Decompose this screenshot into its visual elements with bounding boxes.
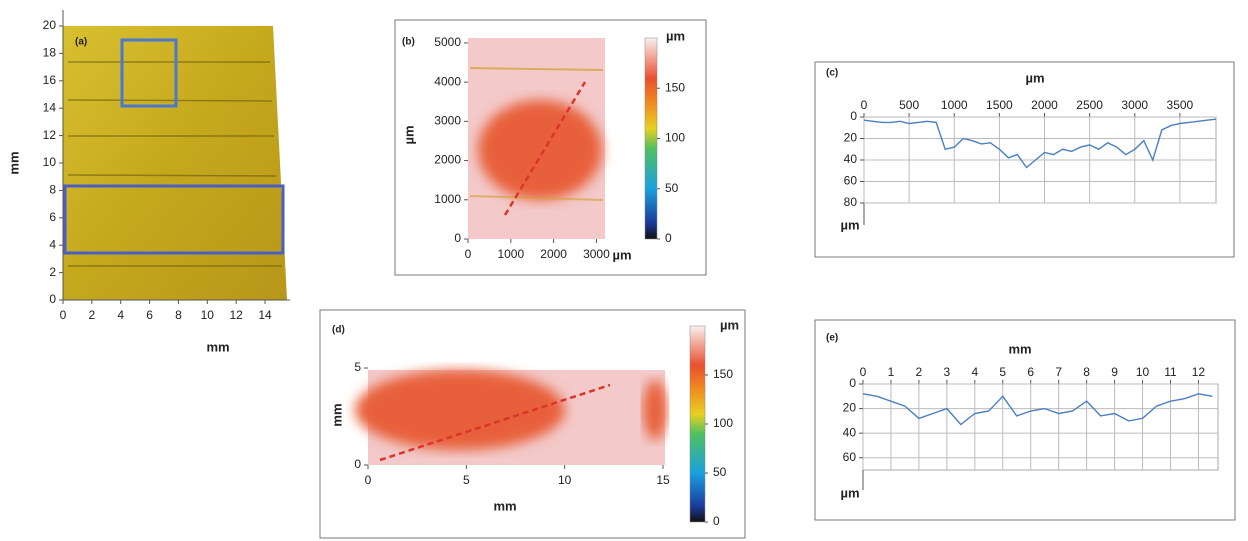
x-tick-label: 2: [89, 308, 96, 322]
y-axis-title: µm: [401, 125, 416, 144]
y-tick-label: 60: [843, 450, 857, 464]
x-tick-label: 3500: [1167, 98, 1194, 112]
y-axis-title: mm: [6, 151, 21, 174]
y-tick-label: 4000: [434, 74, 461, 88]
colorbar-tick-label: 50: [713, 465, 727, 479]
x-tick-label: 3: [944, 365, 951, 379]
x-tick-label: 4: [117, 308, 124, 322]
colorbar-title: µm: [666, 28, 685, 43]
x-tick-label: 12: [1192, 365, 1206, 379]
x-tick-label: 1000: [497, 247, 524, 261]
y-axis-title: mm: [329, 403, 344, 426]
y-tick-label: 6: [49, 210, 56, 224]
x-tick-label: 3000: [1121, 98, 1148, 112]
x-tick-label: 0: [465, 247, 472, 261]
colorbar-tick-label: 50: [665, 181, 679, 195]
heatmap-b: [394, 19, 707, 276]
y-tick-label: 80: [844, 195, 858, 209]
x-tick-label: 1000: [941, 98, 968, 112]
y-tick-label: 40: [843, 425, 857, 439]
y-tick-label: 0: [354, 457, 361, 471]
x-tick-label: 9: [1111, 365, 1118, 379]
x-tick-label: 10: [201, 308, 215, 322]
y-tick-label: 2000: [434, 153, 461, 167]
x-tick-label: 2000: [540, 247, 567, 261]
heatmap-d: [319, 309, 746, 539]
x-axis-title: mm: [206, 339, 229, 354]
y-tick-label: 16: [43, 73, 57, 87]
colorbar-tick-label: 0: [665, 231, 672, 245]
x-tick-label: 10: [1136, 365, 1150, 379]
y-tick-label: 10: [43, 155, 57, 169]
y-tick-label: 60: [844, 174, 858, 188]
x-tick-label: 2000: [1031, 98, 1058, 112]
colorbar-tick-label: 150: [713, 367, 733, 381]
y-tick-label: 5000: [434, 35, 461, 49]
x-axis-title: mm: [1008, 341, 1031, 356]
x-tick-label: 8: [175, 308, 182, 322]
y-axis-title: µm: [840, 217, 859, 232]
panel-label: (b): [402, 37, 415, 48]
x-tick-label: 14: [258, 308, 272, 322]
x-tick-label: 6: [1027, 365, 1034, 379]
x-tick-label: 5: [999, 365, 1006, 379]
x-tick-label: 5: [463, 473, 470, 487]
panel-label: (e): [826, 333, 838, 344]
y-tick-label: 14: [43, 100, 57, 114]
panel-label: (c): [826, 68, 838, 79]
x-tick-label: 3000: [583, 247, 610, 261]
x-axis-title: mm: [493, 498, 516, 513]
y-tick-label: 0: [454, 231, 461, 245]
x-tick-label: 1500: [986, 98, 1013, 112]
y-tick-label: 0: [49, 292, 56, 306]
y-tick-label: 20: [43, 18, 57, 32]
y-tick-label: 3000: [434, 114, 461, 128]
y-tick-label: 4: [49, 237, 56, 251]
y-tick-label: 1000: [434, 192, 461, 206]
y-tick-label: 20: [843, 401, 857, 415]
y-tick-label: 0: [850, 109, 857, 123]
x-tick-label: 4: [971, 365, 978, 379]
y-tick-label: 12: [43, 128, 57, 142]
panel-label: (a): [75, 37, 87, 48]
colorbar-tick-label: 100: [713, 416, 733, 430]
profile-line: [863, 118, 1217, 169]
x-tick-label: 8: [1083, 365, 1090, 379]
panel-label: (d): [332, 325, 345, 336]
colorbar-title: µm: [720, 317, 739, 332]
y-axis-title: µm: [840, 485, 859, 500]
x-tick-label: 6: [146, 308, 153, 322]
x-tick-label: 500: [899, 98, 919, 112]
x-tick-label: 0: [60, 308, 67, 322]
y-tick-label: 40: [844, 152, 858, 166]
x-axis-title: µm: [612, 247, 631, 262]
x-tick-label: 0: [365, 473, 372, 487]
colorbar-tick-label: 150: [665, 80, 685, 94]
y-tick-label: 2: [49, 265, 56, 279]
x-tick-label: 15: [656, 473, 670, 487]
y-tick-label: 5: [354, 360, 361, 374]
x-tick-label: 0: [860, 365, 867, 379]
x-tick-label: 2: [916, 365, 923, 379]
x-tick-label: 1: [888, 365, 895, 379]
surface-image: [62, 10, 290, 301]
x-tick-label: 11: [1164, 365, 1177, 379]
colorbar-tick-label: 100: [665, 131, 685, 145]
y-tick-label: 8: [49, 183, 56, 197]
x-tick-label: 2500: [1076, 98, 1103, 112]
x-axis-title: µm: [1025, 70, 1044, 85]
x-tick-label: 12: [229, 308, 243, 322]
colorbar-tick-label: 0: [713, 514, 720, 528]
profile-line: [862, 393, 1213, 426]
y-tick-label: 20: [844, 131, 858, 145]
x-tick-label: 0: [861, 98, 868, 112]
y-tick-label: 18: [43, 46, 57, 60]
x-tick-label: 7: [1055, 365, 1062, 379]
x-tick-label: 10: [558, 473, 572, 487]
y-tick-label: 0: [849, 376, 856, 390]
